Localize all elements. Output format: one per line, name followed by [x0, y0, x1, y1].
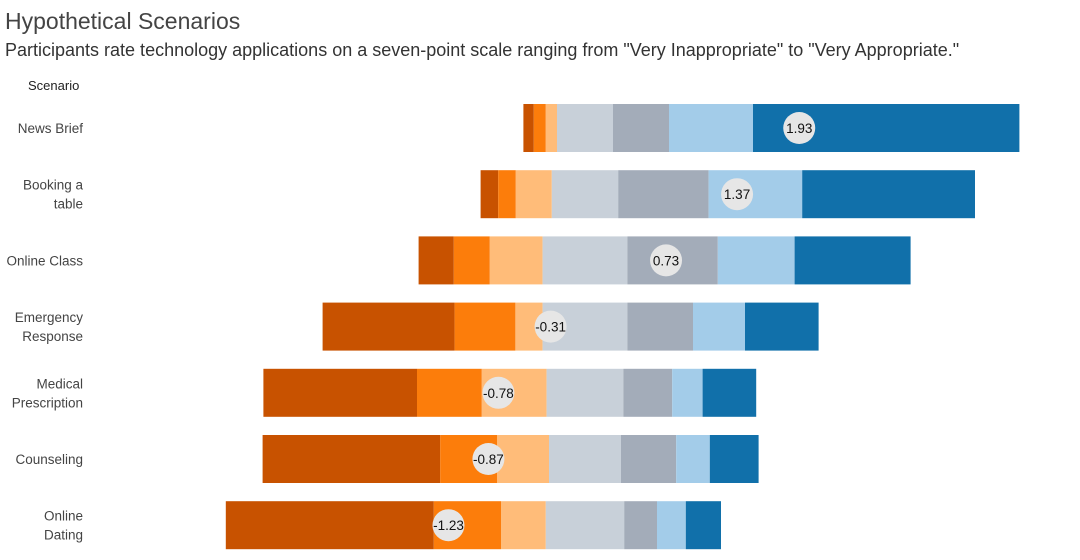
- bar-row: News Brief 1.93: [18, 104, 1020, 152]
- bar-segment: [693, 302, 745, 351]
- bar-segment: [745, 302, 819, 351]
- category-label: Emergency: [15, 310, 84, 325]
- mean-value-label: -1.23: [433, 518, 464, 533]
- mean-value-label: -0.87: [473, 452, 504, 467]
- bar-segment: [613, 104, 669, 152]
- mean-marker: [472, 443, 505, 475]
- bar-segment: [225, 501, 434, 550]
- chart-title: Hypothetical Scenarios: [5, 8, 241, 34]
- bar-segment: [515, 170, 552, 219]
- bar-segment: [669, 104, 753, 152]
- mean-marker: [650, 244, 683, 277]
- bar-row: Online Class 0.73: [6, 236, 911, 285]
- bar-segment: [657, 501, 686, 550]
- category-label: News Brief: [18, 121, 84, 136]
- category-label: Prescription: [12, 395, 83, 410]
- bar-segment: [676, 435, 710, 483]
- category-label: Booking a: [23, 178, 84, 193]
- bar-segment: [498, 170, 516, 219]
- bar-segment: [545, 104, 557, 152]
- category-label: Dating: [44, 528, 83, 543]
- bar-segment: [717, 236, 795, 285]
- mean-value-label: 1.93: [786, 121, 812, 136]
- category-label: Response: [22, 329, 83, 344]
- bar-segment: [549, 435, 621, 483]
- bar-row: Counseling -0.87: [15, 435, 759, 483]
- bar-segment: [417, 368, 482, 417]
- bar-segment: [624, 501, 657, 550]
- bar-row: Emergency Response -0.31: [15, 302, 819, 351]
- bar-segment: [709, 435, 759, 483]
- category-label: Counseling: [15, 452, 83, 467]
- mean-value-label: -0.78: [483, 386, 514, 401]
- bar-segment: [557, 104, 613, 152]
- bar-segment: [618, 170, 709, 219]
- bar-segment: [627, 302, 693, 351]
- mean-value-label: -0.31: [535, 320, 566, 335]
- bar-segment: [322, 302, 455, 351]
- mean-marker: [783, 112, 816, 144]
- bar-segment: [542, 236, 628, 285]
- bar-segment: [623, 368, 673, 417]
- bar-segment: [551, 170, 619, 219]
- category-label: table: [54, 197, 83, 212]
- category-label: Online: [44, 509, 83, 524]
- mean-marker: [534, 310, 567, 343]
- bar-segment: [546, 368, 624, 417]
- mean-value-label: 0.73: [653, 253, 679, 268]
- bar-segment: [263, 368, 417, 417]
- bar-segment: [501, 501, 546, 550]
- bar-segment: [523, 104, 534, 152]
- bar-row: Medical Prescription -0.78: [12, 368, 757, 417]
- bar-segment: [545, 501, 625, 550]
- bar-segment: [480, 170, 499, 219]
- bar-segment: [418, 236, 454, 285]
- bar-segment: [802, 170, 975, 219]
- category-label: Medical: [36, 376, 83, 391]
- bar-segment: [621, 435, 677, 483]
- bar-segment: [453, 236, 490, 285]
- scenario-column-header: Scenario: [28, 78, 80, 93]
- bar-segment: [702, 368, 757, 417]
- bar-segment: [533, 104, 546, 152]
- bar-segment: [685, 501, 721, 550]
- mean-marker: [721, 178, 754, 211]
- bar-segment: [497, 435, 549, 483]
- bar-segment: [672, 368, 703, 417]
- mean-marker: [432, 509, 465, 542]
- bar-row: Booking a table 1.37: [23, 170, 975, 219]
- bar-segment: [262, 435, 441, 483]
- mean-value-label: 1.37: [724, 187, 750, 202]
- bar-row: Online Dating -1.23: [44, 501, 721, 550]
- bar-segment: [454, 302, 516, 351]
- mean-marker: [482, 376, 515, 409]
- chart-subtitle: Participants rate technology application…: [5, 40, 960, 60]
- category-label: Online Class: [6, 253, 83, 268]
- bar-segment: [489, 236, 543, 285]
- bar-segment: [794, 236, 911, 285]
